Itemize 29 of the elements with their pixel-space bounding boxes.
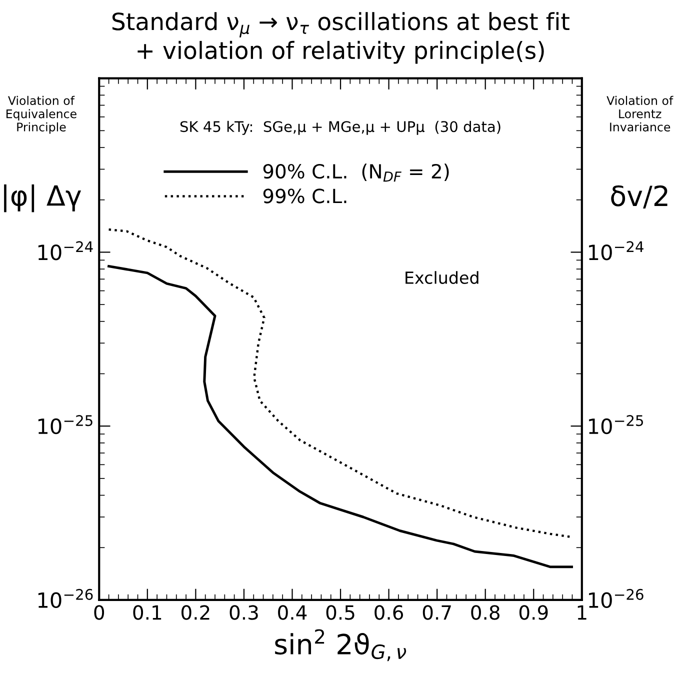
legend-label: 99% C.L.: [263, 188, 346, 204]
x-tick-label: 0.5: [326, 605, 354, 620]
x-tick-label: 0: [94, 605, 104, 620]
legend-label: 90% C.L. (N$_{DF}$ = 2): [263, 164, 449, 182]
x-tick-label: 1: [578, 605, 586, 620]
y-tick-label: 10$^{−25}$: [38, 415, 92, 434]
x-tick-label: 0.1: [133, 605, 162, 620]
y-tick-label: 10$^{−26}$: [38, 588, 93, 608]
x-tick-label: 0.3: [230, 605, 258, 620]
x-tick-label: 0.8: [471, 605, 500, 620]
line-series: [108, 228, 573, 538]
line-series: [108, 265, 574, 568]
x-tick-label: 0.7: [422, 605, 451, 620]
x-tick-label: 0.2: [182, 605, 210, 620]
text: Violation of Lorentz Invariance: [606, 96, 674, 132]
x-tick-label: 0.9: [519, 605, 548, 620]
chart-title: Standard ν$_{μ}$ → ν$_{τ}$ oscillations at best fit + violation of relativity principle(s): [112, 12, 570, 64]
text: 10$^{−24}$: [589, 241, 644, 260]
annotation: SK 45 kTy: SGe,μ + MGe,μ + UPμ (30 data): [180, 120, 500, 135]
y-axis-title: |φ| Δγ: [4, 184, 82, 212]
x-axis-title: sin$^{2}$ 2ϑ$_{G,ν}$: [275, 629, 406, 662]
text: Violation of Equivalence Principle: [6, 96, 76, 134]
y2-axis-title: δv/2: [611, 185, 668, 209]
text: 10$^{−26}$: [589, 588, 644, 608]
annotation: Excluded: [406, 271, 478, 284]
text: 10$^{−25}$: [589, 415, 643, 434]
x-tick-label: 0.6: [374, 605, 404, 620]
y-tick-label: 10$^{−24}$: [38, 241, 93, 260]
x-tick-label: 0.4: [278, 605, 307, 620]
